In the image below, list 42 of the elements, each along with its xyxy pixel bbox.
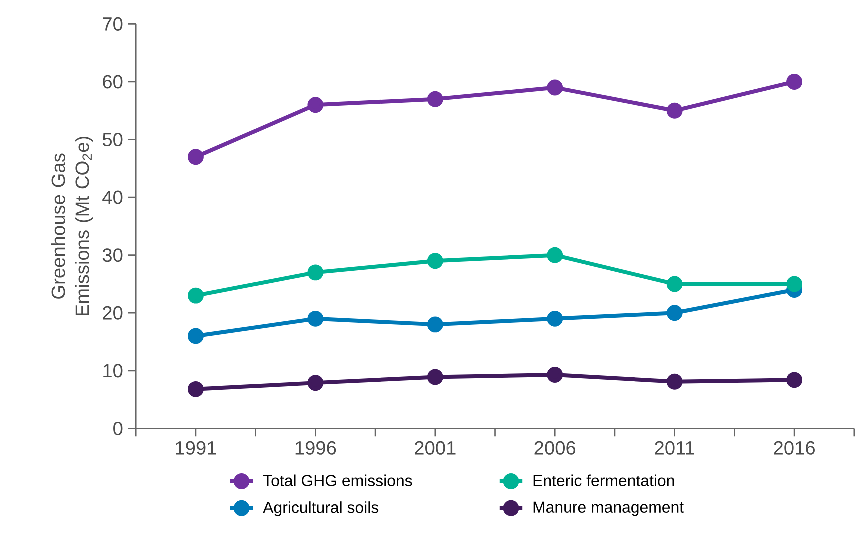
point — [188, 288, 204, 304]
legend-label: Agricultural soils — [263, 502, 379, 516]
y-tick-label: 10 — [104, 364, 123, 378]
y-tick-label: 30 — [102, 248, 123, 262]
point — [308, 375, 324, 391]
x-tick-label: 2006 — [534, 441, 576, 455]
point — [666, 276, 683, 292]
point — [786, 372, 803, 388]
x-tick-label: 1996 — [296, 441, 336, 455]
point — [308, 310, 324, 327]
point — [427, 253, 444, 270]
legend-label: Manure management — [534, 502, 684, 516]
point — [308, 264, 324, 281]
x-tick-label: 1991 — [176, 441, 216, 455]
point — [547, 366, 564, 383]
point — [547, 310, 564, 327]
point — [547, 80, 564, 96]
legend-label: Enteric fermentation — [534, 474, 674, 486]
point — [786, 276, 803, 292]
point — [188, 328, 204, 344]
y-axis-title: Greenhouse Gas Emissions (Mt CO$_{2}$e) — [51, 136, 94, 316]
x-tick-label: 2011 — [655, 441, 694, 455]
y-tick-label: 0 — [114, 422, 123, 436]
point — [547, 247, 564, 264]
point — [427, 316, 444, 333]
y-tick-label: 50 — [102, 132, 123, 146]
y-tick-label: 60 — [103, 75, 123, 89]
point — [666, 102, 683, 119]
point — [666, 374, 683, 390]
point — [188, 149, 204, 166]
point — [308, 97, 324, 114]
point — [188, 381, 204, 398]
y-tick-label: 40 — [102, 190, 123, 204]
y-tick-label: 70 — [103, 17, 123, 31]
point — [427, 369, 444, 386]
x-tick-label: 2001 — [415, 441, 456, 455]
y-tick-label: 20 — [103, 306, 123, 320]
point — [786, 74, 803, 90]
legend-label: Total GHG emissions — [263, 474, 412, 486]
x-tick-label: 2016 — [774, 441, 815, 455]
point — [427, 91, 444, 108]
point — [666, 305, 683, 322]
